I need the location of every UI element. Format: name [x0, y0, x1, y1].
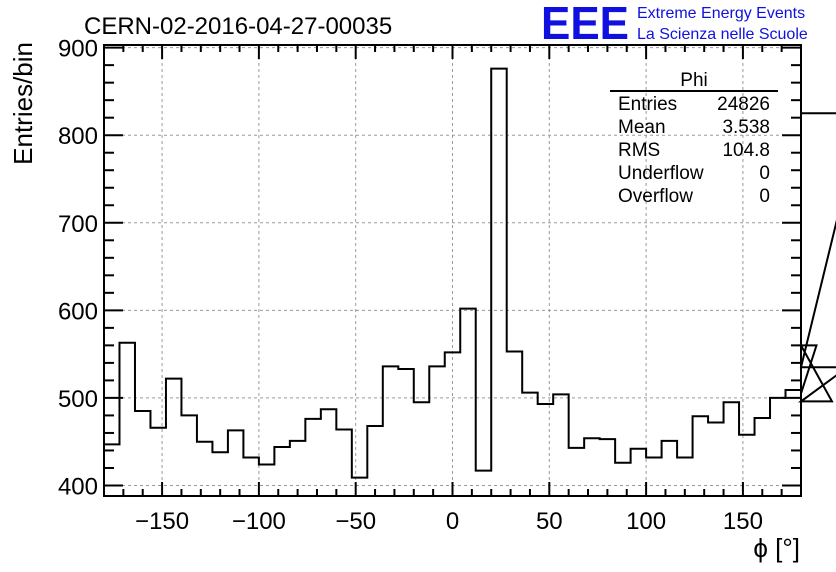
stats-row-value: 24826 — [717, 94, 770, 115]
grid-lines — [104, 45, 801, 496]
x-tick-label: −100 — [232, 508, 286, 535]
x-tick-label: −150 — [135, 508, 189, 535]
y-tick-label: 600 — [58, 298, 98, 325]
eee-logo: EEE Extreme Energy Events La Scienza nel… — [541, 0, 808, 49]
y-tick-label: 700 — [58, 211, 98, 238]
x-axis-label: ϕ [°] — [753, 533, 800, 563]
x-tick-label: 0 — [446, 508, 459, 535]
logo-line-1: Extreme Energy Events — [637, 5, 805, 22]
logo-mark: EEE — [541, 0, 629, 49]
stats-row-label: Mean — [618, 117, 666, 138]
logo-line-2: La Scienza nelle Scuole — [637, 26, 808, 43]
stats-row-label: RMS — [618, 140, 660, 161]
stats-row-label: Overflow — [618, 186, 693, 207]
y-tick-label: 900 — [58, 36, 98, 63]
stats-row-label: Entries — [618, 94, 677, 115]
stats-row-value: 3.538 — [722, 117, 770, 138]
stats-box: Phi Entries 24826 Mean 3.538 RMS 104.8 Underfl… — [610, 70, 778, 207]
stats-row-value: 0 — [759, 186, 770, 207]
y-axis-label: Entries/bin — [8, 42, 38, 165]
stats-row-label: Underflow — [618, 163, 704, 184]
histogram-series — [103, 67, 836, 496]
stats-rows: Entries 24826 Mean 3.538 RMS 104.8 Underflow 0 O… — [618, 94, 770, 207]
x-tick-label: 50 — [536, 508, 563, 535]
y-tick-label: 800 — [58, 123, 98, 150]
x-tick-labels: −150 −100 −50 0 50 100 150 — [135, 508, 763, 535]
x-tick-label: −50 — [335, 508, 376, 535]
y-tick-label: 400 — [58, 473, 98, 500]
axis-ticks — [104, 45, 801, 496]
x-tick-label: 100 — [626, 508, 666, 535]
stats-row-value: 104.8 — [722, 140, 770, 161]
stats-row-value: 0 — [759, 163, 770, 184]
chart-title: CERN-02-2016-04-27-00035 — [84, 13, 392, 40]
y-tick-labels: 400 500 600 700 800 900 — [58, 36, 98, 501]
y-tick-label: 500 — [58, 386, 98, 413]
x-tick-label: 150 — [723, 508, 763, 535]
stats-title: Phi — [680, 70, 707, 91]
